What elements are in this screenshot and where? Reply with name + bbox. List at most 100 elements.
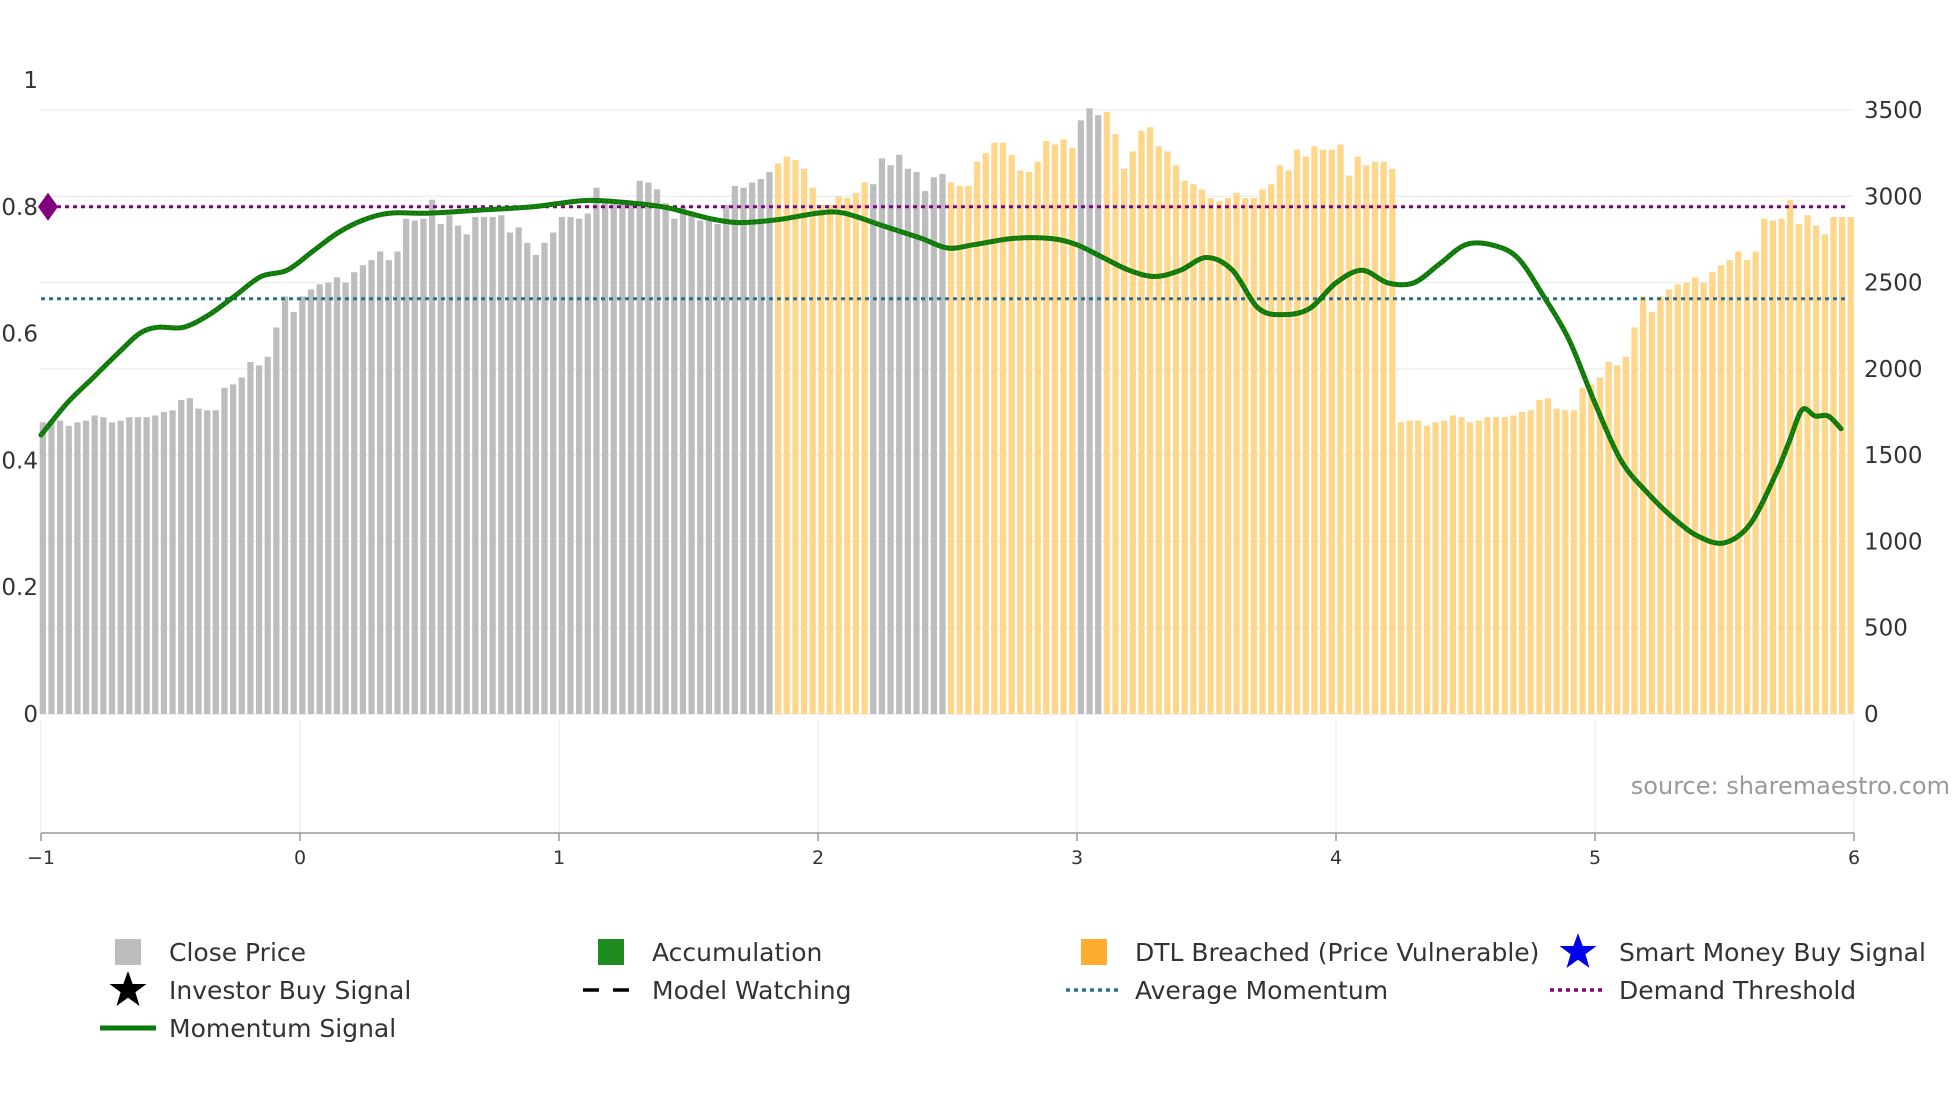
bar-dtl-breached — [1441, 420, 1448, 714]
bar-close-price — [532, 254, 540, 714]
bar-dtl-breached — [1415, 420, 1422, 714]
bar-close-price — [143, 417, 150, 714]
bar-close-price — [645, 182, 652, 715]
bar-dtl-breached — [1216, 201, 1223, 714]
bar-close-price — [757, 179, 764, 714]
bar-dtl-breached — [1302, 156, 1309, 714]
bar-dtl-breached — [1129, 151, 1136, 715]
bar-dtl-breached — [1839, 216, 1846, 714]
bar-dtl-breached — [774, 163, 782, 715]
bar-close-price — [463, 234, 470, 714]
bar-dtl-breached — [1328, 149, 1335, 715]
bar-dtl-breached — [1570, 410, 1578, 714]
bar-close-price — [480, 216, 488, 714]
x-tick-label: 5 — [1589, 847, 1601, 869]
bar-close-price — [524, 242, 531, 714]
bar-dtl-breached — [1389, 168, 1396, 714]
bar-close-price — [134, 417, 142, 714]
bar-dtl-breached — [1640, 296, 1647, 714]
momentum-layer — [38, 192, 1844, 546]
bar-dtl-breached — [1181, 180, 1188, 715]
bar-dtl-breached — [783, 156, 790, 714]
bar-dtl-breached — [1025, 172, 1033, 714]
momentum-signal-line — [38, 197, 1844, 546]
bar-close-price — [714, 223, 721, 714]
bar-dtl-breached — [1475, 420, 1482, 714]
bar-close-price — [749, 182, 756, 715]
bar-close-price — [333, 277, 341, 714]
bar-dtl-breached — [1294, 149, 1301, 715]
bar-close-price — [264, 356, 271, 714]
bar-dtl-breached — [1648, 311, 1655, 714]
bar-close-price — [636, 180, 643, 715]
bar-close-price — [913, 172, 920, 714]
bar-dtl-breached — [1242, 198, 1249, 715]
bar-close-price — [550, 232, 557, 715]
bar-close-price — [48, 420, 55, 714]
x-tick-label: 2 — [812, 847, 824, 869]
bar-dtl-breached — [982, 153, 989, 715]
bar-dtl-breached — [1830, 216, 1837, 714]
bar-dtl-breached — [826, 204, 834, 714]
bar-dtl-breached — [1172, 165, 1180, 715]
bar-close-price — [697, 220, 704, 714]
bar-close-price — [290, 311, 297, 714]
bar-dtl-breached — [1536, 399, 1543, 714]
bar-close-price — [65, 425, 72, 714]
bar-close-price — [740, 187, 747, 714]
bar-close-price — [1077, 120, 1084, 714]
bar-close-price — [541, 242, 548, 714]
bar-close-price — [679, 206, 687, 714]
bar-close-price — [108, 422, 116, 714]
y-right-tick-label: 3500 — [1864, 98, 1923, 124]
bar-dtl-breached — [1821, 234, 1828, 714]
bar-dtl-breached — [1268, 184, 1275, 715]
bar-dtl-breached — [1769, 220, 1777, 714]
bar-close-price — [1086, 108, 1093, 714]
bar-dtl-breached — [1813, 225, 1820, 714]
source-text: source: sharemaestro.com — [1631, 772, 1950, 800]
bar-dtl-breached — [800, 168, 808, 714]
bar-close-price — [247, 361, 254, 714]
bar-close-price — [584, 213, 591, 715]
bar-dtl-breached — [1008, 154, 1015, 714]
bar-close-price — [385, 260, 392, 714]
bar-dtl-breached — [861, 182, 868, 715]
bar-close-price — [91, 415, 98, 714]
demand-threshold-marker — [38, 192, 58, 221]
bar-close-price — [878, 158, 886, 714]
bar-dtl-breached — [1319, 149, 1327, 715]
bar-dtl-breached — [1501, 417, 1508, 714]
bar-dtl-breached — [1717, 265, 1725, 714]
bar-close-price — [351, 272, 358, 714]
bar-dtl-breached — [1752, 251, 1759, 714]
bar-close-price — [394, 251, 401, 714]
bar-close-price — [472, 216, 479, 714]
bar-close-price — [454, 225, 462, 714]
bar-dtl-breached — [1121, 168, 1128, 714]
bar-close-price — [896, 154, 903, 714]
bar-dtl-breached — [792, 160, 799, 714]
y-right-tick-label: 500 — [1864, 616, 1908, 642]
bar-dtl-breached — [1285, 170, 1292, 714]
bar-close-price — [403, 218, 410, 714]
bar-close-price — [731, 185, 738, 715]
bar-close-price — [299, 296, 306, 714]
bar-dtl-breached — [1224, 198, 1232, 715]
bar-close-price — [653, 189, 661, 714]
y-right-tick-label: 0 — [1864, 702, 1879, 728]
bar-dtl-breached — [844, 198, 851, 715]
bar-close-price — [515, 227, 522, 714]
bar-close-price — [671, 218, 678, 714]
bar-dtl-breached — [1631, 327, 1638, 714]
bar-close-price — [498, 215, 505, 715]
bar-close-price — [922, 191, 929, 714]
bar-dtl-breached — [1250, 198, 1258, 715]
bar-close-price — [428, 199, 436, 715]
bar-close-price — [766, 172, 773, 714]
bar-dtl-breached — [1432, 422, 1439, 714]
bar-close-price — [307, 289, 315, 714]
y-left-tick-label: 1 — [23, 68, 38, 94]
